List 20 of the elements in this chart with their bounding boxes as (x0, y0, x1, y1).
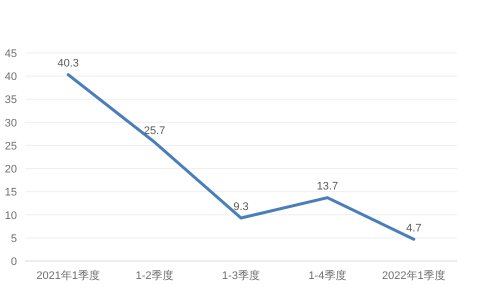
y-tick-label: 35 (4, 94, 17, 106)
data-label: 13.7 (316, 180, 338, 193)
y-tick-label: 10 (4, 210, 17, 222)
x-tick-label: 1-3季度 (222, 269, 260, 282)
x-tick-label: 1-2季度 (136, 269, 174, 282)
y-tick-label: 15 (4, 186, 17, 199)
y-tick-label: 20 (4, 164, 17, 176)
y-tick-label: 30 (4, 117, 17, 130)
data-label: 40.3 (57, 58, 79, 70)
y-tick-label: 0 (10, 256, 17, 268)
y-tick-label: 45 (4, 48, 17, 60)
x-tick-label: 2022年1季度 (382, 269, 446, 282)
x-tick-label: 2021年1季度 (36, 269, 100, 282)
data-label: 4.7 (406, 222, 422, 234)
y-tick-label: 25 (4, 140, 17, 152)
y-tick-label: 5 (10, 232, 17, 245)
x-tick-label: 1-4季度 (308, 269, 346, 282)
data-label: 25.7 (144, 125, 166, 138)
data-label: 9.3 (233, 201, 249, 214)
y-tick-label: 40 (4, 71, 17, 84)
